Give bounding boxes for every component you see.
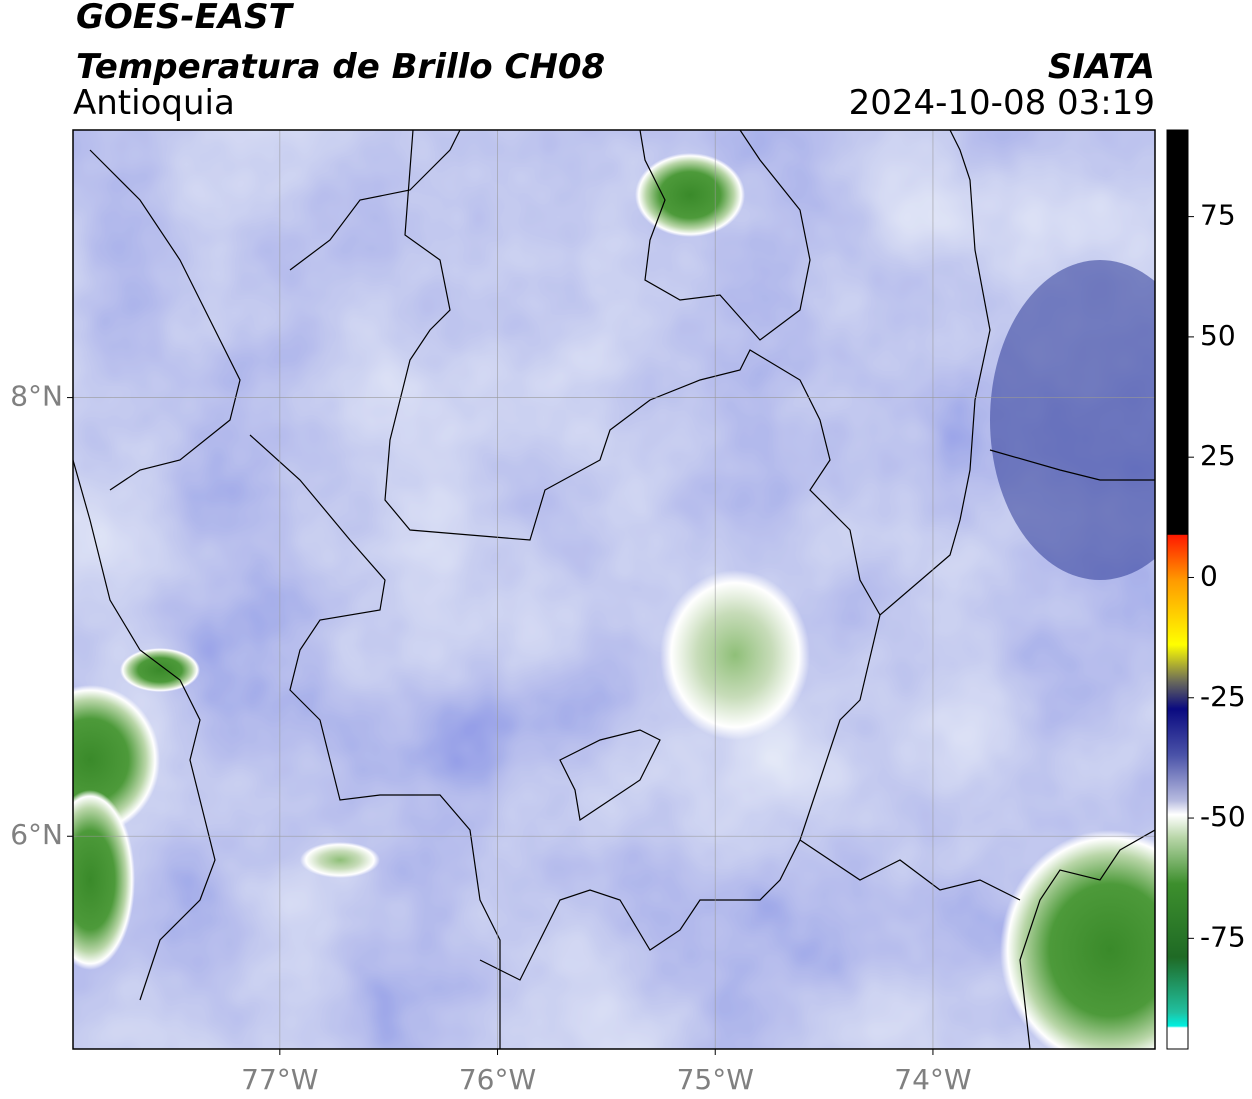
x-tick-label: 75°W <box>677 1063 754 1096</box>
map-image <box>73 130 1155 1049</box>
colorbar-tick-label: 0 <box>1200 559 1218 592</box>
region: Antioquia <box>73 83 235 123</box>
title: GOES-EAST <box>76 0 295 37</box>
colorbar-tick-label: 50 <box>1200 319 1236 352</box>
colorbar-tick-label: -50 <box>1200 800 1246 833</box>
colorbar <box>1166 129 1189 1050</box>
source: SIATA <box>1048 47 1155 87</box>
x-tick-label: 74°W <box>894 1063 971 1096</box>
y-tick-label: 6°N <box>10 818 63 851</box>
map-frame <box>72 129 1156 1050</box>
x-tick-label: 77°W <box>241 1063 318 1096</box>
colorbar-tick-label: 25 <box>1200 439 1236 472</box>
grid <box>73 130 1155 1049</box>
x-tick-label: 76°W <box>459 1063 536 1096</box>
y-tick-label: 8°N <box>10 380 63 413</box>
datetime: 2024-10-08 03:19 <box>849 83 1155 123</box>
colorbar-tick-label: -75 <box>1200 920 1246 953</box>
subtitle: Temperatura de Brillo CH08 <box>76 47 605 87</box>
colorbar-tick-label: -25 <box>1200 680 1246 713</box>
colorbar-tick-label: 75 <box>1200 199 1236 232</box>
